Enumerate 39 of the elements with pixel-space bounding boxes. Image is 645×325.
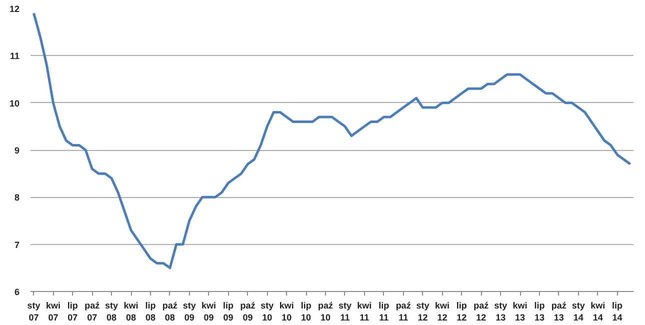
x-tick-label: sty 14 — [572, 300, 585, 322]
x-tick-label: sty 12 — [416, 300, 430, 322]
x-tick-label: lip 12 — [456, 300, 468, 322]
x-tick-label: paź 12 — [474, 300, 490, 322]
x-tick-label: paź 13 — [551, 300, 567, 322]
x-tick-label: lip 10 — [300, 300, 312, 322]
x-tick-label: kwi 14 — [590, 300, 606, 322]
x-tick-label: lip 08 — [145, 300, 156, 322]
x-tick-label: kwi 13 — [512, 300, 528, 322]
x-tick-label: sty 07 — [27, 300, 40, 322]
x-tick-label: paź 11 — [396, 300, 412, 322]
x-tick-label: sty 13 — [494, 300, 508, 322]
x-tick-label: paź 08 — [162, 300, 178, 322]
x-tick-label: kwi 10 — [279, 300, 294, 322]
y-tick-label: 7 — [14, 240, 20, 250]
y-tick-label: 10 — [9, 98, 20, 108]
y-tick-label: 9 — [14, 146, 20, 156]
y-tick-label: 11 — [10, 51, 20, 62]
x-tick-label: sty 10 — [260, 300, 274, 322]
y-tick-label: 12 — [9, 4, 20, 14]
x-tick-label: kwi 11 — [357, 300, 372, 322]
x-tick-label: paź 07 — [84, 300, 100, 322]
x-tick-label: lip 13 — [534, 300, 546, 322]
x-tick-label: kwi 07 — [46, 300, 60, 322]
x-tick-label: lip 11 — [378, 300, 390, 322]
line-series — [32, 12, 632, 270]
x-tick-label: sty 11 — [338, 300, 352, 322]
y-tick-label: 8 — [14, 192, 20, 203]
x-tick-label: kwi 12 — [434, 300, 450, 322]
x-tick-label: kwi 08 — [124, 300, 138, 322]
x-tick-label: lip 09 — [223, 300, 234, 322]
x-tick-label: lip 07 — [67, 300, 78, 322]
y-tick-label: 6 — [14, 287, 20, 297]
x-tick-label: sty 09 — [182, 300, 196, 322]
x-tick-label: paź 10 — [318, 300, 334, 322]
x-tick-label: paź 09 — [240, 300, 256, 322]
x-tick-label: sty 08 — [105, 300, 118, 322]
x-tick-label: kwi 09 — [202, 300, 216, 322]
x-tick-label: lip 14 — [612, 300, 624, 322]
